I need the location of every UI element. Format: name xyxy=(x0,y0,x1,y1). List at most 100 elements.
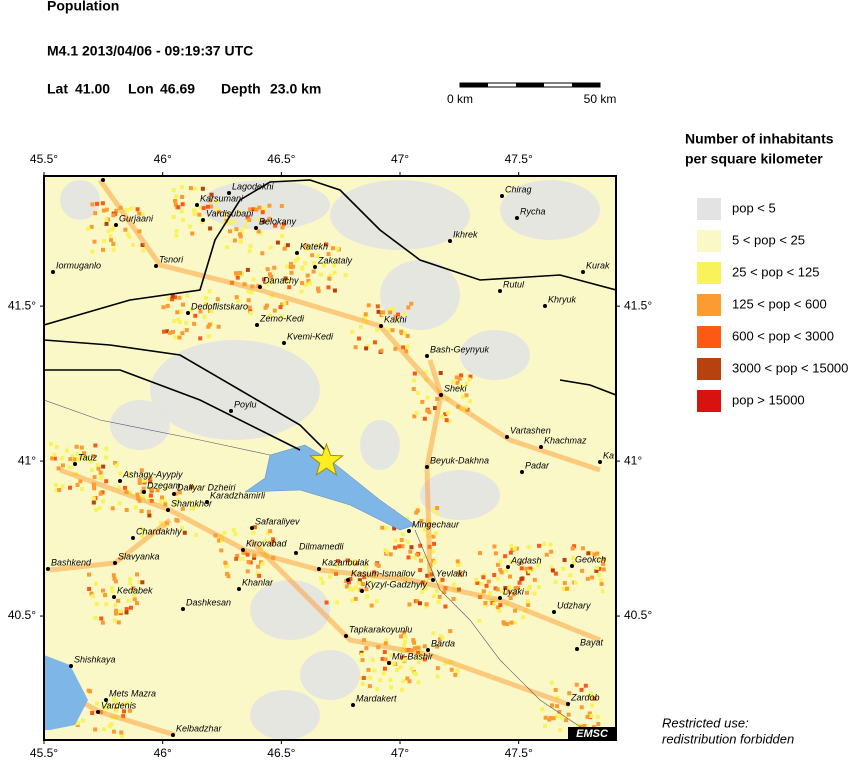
population-cell xyxy=(311,269,316,274)
population-cell xyxy=(119,734,124,739)
population-cell xyxy=(457,376,462,381)
population-cell xyxy=(273,223,278,228)
population-cell xyxy=(102,727,107,732)
population-cell xyxy=(590,575,595,580)
population-cell xyxy=(187,500,192,505)
y-tick-label: 41° xyxy=(18,453,36,467)
population-cell xyxy=(155,488,160,493)
population-cell xyxy=(209,204,214,209)
population-cell xyxy=(104,455,109,460)
population-cell xyxy=(177,490,182,495)
place-label: Dzegam xyxy=(147,480,181,490)
population-cell xyxy=(208,198,213,203)
population-cell xyxy=(280,225,285,230)
population-cell xyxy=(590,703,595,708)
population-cell xyxy=(101,499,106,504)
population-cell xyxy=(399,538,404,543)
population-cell xyxy=(456,563,461,568)
population-cell xyxy=(184,328,189,333)
population-cell xyxy=(375,328,380,333)
population-cell xyxy=(133,505,138,510)
population-cell xyxy=(536,563,541,568)
population-cell xyxy=(265,531,270,536)
legend-label: pop < 5 xyxy=(732,200,776,215)
place-dot xyxy=(227,191,231,195)
population-cell xyxy=(327,276,332,281)
population-cell xyxy=(455,559,460,564)
population-cell xyxy=(391,661,396,666)
place-dot xyxy=(250,526,254,530)
sparse-area xyxy=(300,650,360,700)
population-cell xyxy=(517,580,522,585)
population-cell xyxy=(304,247,309,252)
population-cell xyxy=(264,303,269,308)
population-cell xyxy=(217,538,222,543)
population-cell xyxy=(401,345,406,350)
sparse-area xyxy=(200,180,330,230)
place-label: Zardob xyxy=(570,692,600,702)
population-cell xyxy=(261,277,266,282)
population-cell xyxy=(553,687,558,692)
population-cell xyxy=(89,591,94,596)
population-cell xyxy=(481,573,486,578)
population-cell xyxy=(113,603,118,608)
population-cell xyxy=(172,500,177,505)
population-cell xyxy=(68,457,73,462)
population-cell xyxy=(106,229,111,234)
population-cell xyxy=(174,229,179,234)
place-label: Kasum-Ismailov xyxy=(351,568,416,578)
population-cell xyxy=(96,466,101,471)
lon-label: Lon xyxy=(128,81,154,97)
population-cell xyxy=(505,621,510,626)
population-cell xyxy=(458,572,463,577)
population-cell xyxy=(293,258,298,263)
border xyxy=(559,379,616,396)
depth-label: Depth xyxy=(221,81,261,97)
population-cell xyxy=(137,480,142,485)
population-cell xyxy=(304,243,309,248)
population-cell xyxy=(291,264,296,269)
population-cell xyxy=(451,582,456,587)
population-cell xyxy=(350,598,355,603)
population-cell xyxy=(111,225,116,230)
population-cell xyxy=(366,303,371,308)
x-tick-label: 46° xyxy=(154,152,172,166)
population-cell xyxy=(245,267,250,272)
y-tick-label: 41.5° xyxy=(8,298,36,312)
population-cell xyxy=(319,576,324,581)
place-dot xyxy=(166,508,170,512)
population-cell xyxy=(233,271,238,276)
y-tick-label: 41° xyxy=(624,453,642,467)
population-cell xyxy=(385,550,390,555)
population-cell xyxy=(109,722,114,727)
population-cell xyxy=(478,551,483,556)
population-cell xyxy=(579,724,584,729)
population-cell xyxy=(455,668,460,673)
population-cell xyxy=(402,657,407,662)
population-cell xyxy=(548,715,553,720)
population-cell xyxy=(234,295,239,300)
population-cell xyxy=(223,560,228,565)
population-cell xyxy=(92,475,97,480)
population-cell xyxy=(572,544,577,549)
population-cell xyxy=(179,209,184,214)
population-cell xyxy=(416,390,421,395)
population-cell xyxy=(359,675,364,680)
population-cell xyxy=(486,579,491,584)
population-cell xyxy=(438,580,443,585)
population-cell xyxy=(409,545,414,550)
population-cell xyxy=(118,471,123,476)
population-cell xyxy=(110,227,115,232)
population-cell xyxy=(94,602,99,607)
population-cell xyxy=(268,529,273,534)
population-cell xyxy=(365,344,370,349)
population-cell xyxy=(116,620,121,625)
population-cell xyxy=(125,207,130,212)
place-label: Shishkaya xyxy=(74,654,116,664)
population-cell xyxy=(443,604,448,609)
population-cell xyxy=(374,599,379,604)
scale-bar: 0 km 50 km xyxy=(447,82,616,106)
population-cell xyxy=(431,594,436,599)
population-cell xyxy=(513,608,518,613)
place-label: Mir-Bashir xyxy=(392,651,434,661)
